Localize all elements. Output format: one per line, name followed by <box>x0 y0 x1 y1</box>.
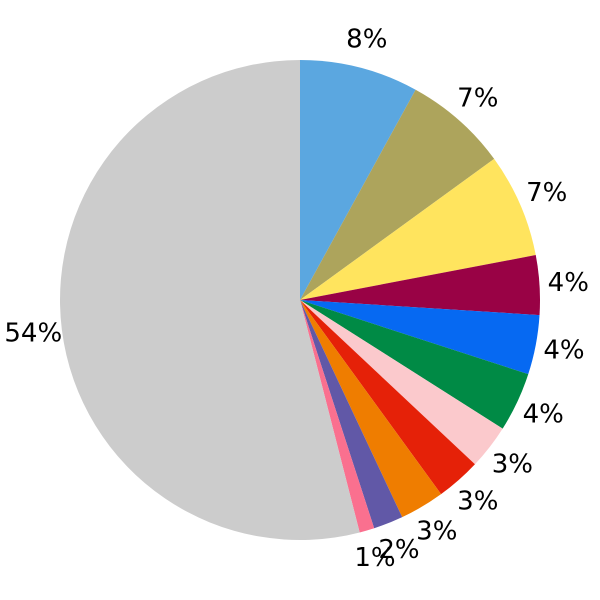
pie-slice-red <box>300 300 475 495</box>
pie-slice-label: 4% <box>523 399 564 429</box>
pie-slice-bright-blue <box>300 300 540 375</box>
pie-slice-label: 2% <box>378 535 419 565</box>
pie-slice-maroon <box>300 255 541 316</box>
pie-slice-orange <box>300 300 442 518</box>
pie-slice-hot-pink <box>300 300 375 533</box>
pie-slice-label: 3% <box>492 450 533 480</box>
pie-slice-gray <box>60 60 360 540</box>
pie-slice-yellow <box>300 158 536 300</box>
pie-slice-slate-purple <box>300 300 403 529</box>
pie-slice-label: 7% <box>457 83 498 113</box>
pie-slice-khaki <box>300 89 495 300</box>
pie-slice-sky-blue <box>300 60 416 300</box>
pie-slice-label: 8% <box>346 25 387 55</box>
pie-slice-label: 7% <box>526 178 567 208</box>
pie-slice-green <box>300 300 529 429</box>
pie-slice-light-pink <box>300 300 503 465</box>
pie-slice-label: 4% <box>543 335 584 365</box>
pie-slice-label: 54% <box>4 319 62 349</box>
pie-slice-label: 3% <box>457 487 498 517</box>
pie-slice-label: 3% <box>416 516 457 546</box>
pie-slice-label: 1% <box>354 543 395 573</box>
pie-slice-label: 4% <box>548 268 589 298</box>
